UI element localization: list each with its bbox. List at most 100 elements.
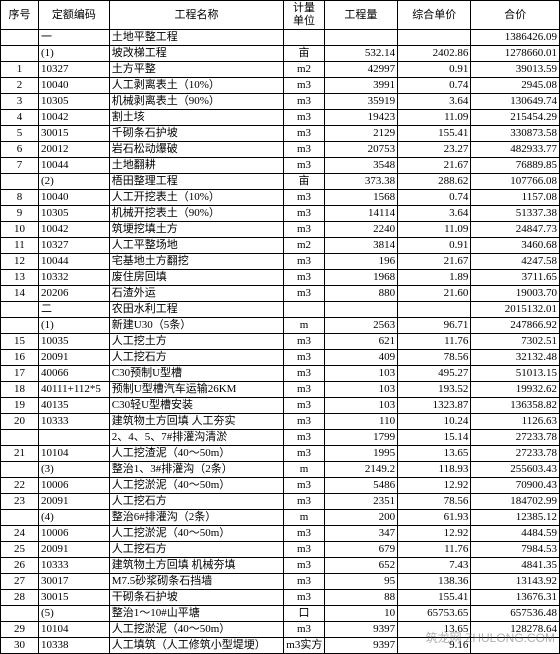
cell: 14 bbox=[1, 286, 39, 302]
cell bbox=[471, 638, 560, 654]
cell: 155.41 bbox=[398, 590, 471, 606]
cell: 7.43 bbox=[398, 558, 471, 574]
table-row: 2010333建筑物土方回填 人工夯实m311010.241126.63 bbox=[1, 414, 560, 430]
cell: 5 bbox=[1, 126, 39, 142]
cell: 2351 bbox=[324, 494, 397, 510]
cell: 28 bbox=[1, 590, 39, 606]
cell: 200 bbox=[324, 510, 397, 526]
cell: M7.5砂浆砌条石挡墙 bbox=[109, 574, 284, 590]
cell: 20753 bbox=[324, 142, 397, 158]
cell: 11.09 bbox=[398, 222, 471, 238]
cell: 5486 bbox=[324, 478, 397, 494]
cell: 6 bbox=[1, 142, 39, 158]
cell: m3 bbox=[284, 558, 324, 574]
cell: 整治6#排灌沟（2条） bbox=[109, 510, 284, 526]
cell: 9397 bbox=[324, 622, 397, 638]
cell: 88 bbox=[324, 590, 397, 606]
engineering-table: 序号定额编码工程名称计量单位工程量综合单价合价 一土地平整工程1386426.0… bbox=[0, 0, 560, 654]
cell: 138.36 bbox=[398, 574, 471, 590]
cell: 10042 bbox=[38, 110, 109, 126]
cell: C30预制U型槽 bbox=[109, 366, 284, 382]
cell: 10338 bbox=[38, 638, 109, 654]
cell: 3 bbox=[1, 94, 39, 110]
table-row: 910305机械开挖表土（90%）m3141143.6451337.38 bbox=[1, 206, 560, 222]
cell: 机械开挖表土（90%） bbox=[109, 206, 284, 222]
cell: 10104 bbox=[38, 622, 109, 638]
table-row: (5)整治1～10#山平塘口1065753.65657536.48 bbox=[1, 606, 560, 622]
cell bbox=[324, 30, 397, 46]
cell: 40111+112*5 bbox=[38, 382, 109, 398]
cell: (5) bbox=[38, 606, 109, 622]
table-row: 2910104人工挖淤泥（40～50m）m3939713.65128278.64 bbox=[1, 622, 560, 638]
cell: 建筑物土方回填 机械夯填 bbox=[109, 558, 284, 574]
table-row: (3)整治1、3#排灌沟（2条）m2149.2118.93255603.43 bbox=[1, 462, 560, 478]
cell: 3.64 bbox=[398, 94, 471, 110]
cell: 110 bbox=[324, 414, 397, 430]
cell: 13.65 bbox=[398, 446, 471, 462]
table-row: (2)梧田整理工程亩373.38288.62107766.08 bbox=[1, 174, 560, 190]
cell: 人工平整场地 bbox=[109, 238, 284, 254]
cell: 288.62 bbox=[398, 174, 471, 190]
cell: 10 bbox=[324, 606, 397, 622]
cell: (2) bbox=[38, 174, 109, 190]
cell: 11 bbox=[1, 238, 39, 254]
cell: 0.91 bbox=[398, 238, 471, 254]
cell bbox=[1, 46, 39, 62]
cell: 40135 bbox=[38, 398, 109, 414]
col-header-2: 工程名称 bbox=[109, 1, 284, 30]
cell: 20091 bbox=[38, 494, 109, 510]
cell: 预制U型槽汽车运输26KM bbox=[109, 382, 284, 398]
cell: 建筑物土方回填 人工夯实 bbox=[109, 414, 284, 430]
col-header-1: 定额编码 bbox=[38, 1, 109, 30]
cell: 1386426.09 bbox=[471, 30, 560, 46]
cell: 65753.65 bbox=[398, 606, 471, 622]
cell: 657536.48 bbox=[471, 606, 560, 622]
cell: 7984.53 bbox=[471, 542, 560, 558]
cell: 42997 bbox=[324, 62, 397, 78]
cell: m3 bbox=[284, 366, 324, 382]
cell: 0.91 bbox=[398, 62, 471, 78]
cell: 10006 bbox=[38, 526, 109, 542]
cell: 10332 bbox=[38, 270, 109, 286]
cell: 22 bbox=[1, 478, 39, 494]
cell: 4484.59 bbox=[471, 526, 560, 542]
cell: 16 bbox=[1, 350, 39, 366]
cell: 12.92 bbox=[398, 478, 471, 494]
cell bbox=[1, 510, 39, 526]
cell: 25 bbox=[1, 542, 39, 558]
cell: m3 bbox=[284, 334, 324, 350]
cell: 岩石松动爆破 bbox=[109, 142, 284, 158]
cell: 14114 bbox=[324, 206, 397, 222]
cell: 二 bbox=[38, 302, 109, 318]
cell: 4841.35 bbox=[471, 558, 560, 574]
cell: 482933.77 bbox=[471, 142, 560, 158]
cell: 人工挖土方 bbox=[109, 334, 284, 350]
col-header-4: 工程量 bbox=[324, 1, 397, 30]
cell: 51013.15 bbox=[471, 366, 560, 382]
cell: 人工剥离表土（10%） bbox=[109, 78, 284, 94]
cell: 亩 bbox=[284, 46, 324, 62]
cell: 9.16 bbox=[398, 638, 471, 654]
cell: 27233.78 bbox=[471, 430, 560, 446]
cell: 247866.92 bbox=[471, 318, 560, 334]
table-row: 710044土地翻耕m3354821.6776889.85 bbox=[1, 158, 560, 174]
cell: 61.93 bbox=[398, 510, 471, 526]
cell: 农田水利工程 bbox=[109, 302, 284, 318]
cell: 26 bbox=[1, 558, 39, 574]
cell: 10042 bbox=[38, 222, 109, 238]
cell: 118.93 bbox=[398, 462, 471, 478]
cell bbox=[398, 302, 471, 318]
table-row: 2110104人工挖渣泥（40～50m）m3199513.6527233.78 bbox=[1, 446, 560, 462]
cell: 8 bbox=[1, 190, 39, 206]
cell: m3 bbox=[284, 494, 324, 510]
cell: m bbox=[284, 462, 324, 478]
cell: 103 bbox=[324, 398, 397, 414]
cell: 35919 bbox=[324, 94, 397, 110]
table-row: 620012岩石松动爆破m32075323.27482933.77 bbox=[1, 142, 560, 158]
cell: 10044 bbox=[38, 254, 109, 270]
cell: m3 bbox=[284, 78, 324, 94]
cell: 1799 bbox=[324, 430, 397, 446]
cell: m3 bbox=[284, 622, 324, 638]
cell: 2015132.01 bbox=[471, 302, 560, 318]
table-row: 1110327人工平整场地m238140.913460.68 bbox=[1, 238, 560, 254]
